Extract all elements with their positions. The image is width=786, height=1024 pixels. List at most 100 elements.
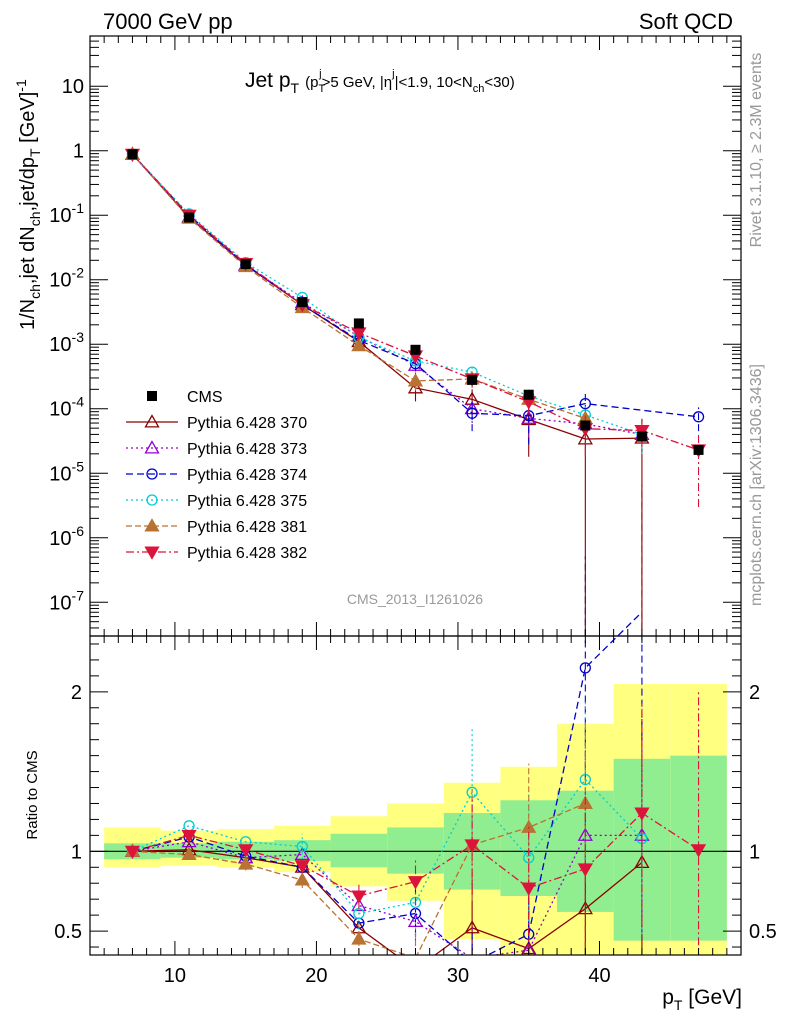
y-tick-label: 10-5 — [49, 458, 84, 485]
legend-marker — [147, 391, 157, 401]
legend-label: Pythia 6.428 373 — [187, 441, 307, 458]
header-right: Soft QCD — [639, 9, 733, 34]
main-y-axis-label: 1/Nch,jet dNch,jet/dpT [GeV]-1 — [13, 79, 43, 330]
y-tick-label: 1 — [71, 841, 82, 863]
y-tick-label-right: 0.5 — [749, 921, 777, 943]
x-tick-label: 40 — [588, 965, 610, 987]
y-tick-label: 1 — [73, 141, 84, 163]
legend-item-2: Pythia 6.428 373 — [126, 440, 307, 458]
y-tick-label: 0.5 — [54, 921, 82, 943]
legend-item-5: Pythia 6.428 381 — [126, 518, 307, 536]
ratio-point — [690, 844, 707, 858]
cms-data-point — [353, 318, 364, 329]
y-tick-label: 10-7 — [49, 587, 84, 614]
main-series-line — [131, 153, 586, 419]
ratio-point — [464, 839, 480, 853]
main-point — [407, 373, 424, 387]
legend-item-3: Pythia 6.428 374 — [126, 467, 307, 484]
cms-data-point — [580, 420, 591, 431]
legend-marker — [144, 518, 160, 532]
main-point — [692, 411, 705, 423]
ratio-point — [124, 845, 141, 860]
y-tick-label: 10-6 — [49, 523, 84, 550]
ratio-series-line — [132, 611, 643, 964]
legend-label: Pythia 6.428 381 — [187, 519, 307, 536]
main-series-line — [131, 153, 643, 436]
main-point — [351, 337, 367, 352]
cms-data-point — [410, 344, 421, 355]
ratio-point — [296, 840, 308, 853]
legend-label: CMS — [187, 389, 223, 406]
ratio-axes: 10 20 30 40 0.5 0.5 1 1 2 2 — [54, 636, 777, 987]
x-tick-label: 20 — [305, 965, 327, 987]
ratio-point — [634, 807, 650, 821]
y-tick-label: 10-4 — [49, 394, 84, 421]
ratio-point — [351, 897, 367, 912]
legend-marker — [146, 468, 158, 480]
cms-data-point — [184, 212, 195, 223]
x-tick-label: 30 — [447, 965, 469, 987]
ratio-point — [577, 863, 593, 877]
ratio-point — [183, 820, 195, 832]
x-axis-label: pT [GeV] — [662, 986, 742, 1013]
ratio-point — [294, 860, 310, 874]
main-series-line — [131, 153, 699, 418]
inner-band — [273, 840, 331, 861]
legend-marker — [144, 440, 160, 454]
ratio-series-line — [132, 834, 642, 959]
ratio-point — [181, 829, 197, 844]
legend-item-6: Pythia 6.428 382 — [126, 545, 307, 562]
legend-label: Pythia 6.428 374 — [187, 467, 307, 484]
ratio-point — [294, 846, 310, 861]
side-label-bottom-overlay: mcplots.cern.ch [arXiv:1306.3436] — [748, 364, 765, 606]
y-tick-label: 2 — [71, 682, 82, 704]
header-left: 7000 GeV pp — [103, 9, 233, 34]
ratio-series-line — [132, 778, 643, 915]
y-tick-label-right: 2 — [749, 682, 760, 704]
main-point — [579, 397, 591, 410]
ratio-point — [464, 920, 480, 934]
cms-data-point — [240, 259, 251, 270]
legend-label: Pythia 6.428 370 — [187, 415, 307, 432]
legend-item-0: CMS — [147, 389, 223, 406]
cms-data-point — [636, 431, 647, 442]
main-series-line — [131, 153, 699, 451]
legend-item-4: Pythia 6.428 375 — [126, 493, 307, 510]
ratio-point — [238, 856, 254, 870]
main-series-3 — [126, 148, 648, 454]
main-point — [407, 380, 424, 394]
y-tick-label: 10-2 — [49, 265, 84, 292]
ratio-point — [181, 846, 197, 861]
cms-data-group — [127, 149, 704, 455]
cms-data-point — [467, 374, 478, 385]
y-tick-label-right: 1 — [749, 841, 760, 863]
ratio-point — [238, 844, 254, 858]
main-series-1 — [124, 146, 650, 454]
ratio-point — [409, 896, 422, 909]
ratio-point — [294, 872, 310, 886]
cms-data-point — [693, 444, 704, 455]
cms-data-point — [523, 389, 534, 400]
analysis-id: CMS_2013_I1261026 — [347, 591, 483, 607]
main-point — [521, 410, 537, 424]
main-point — [634, 424, 650, 439]
ratio-point — [521, 882, 537, 896]
main-axes: 10-7 10-6 10-5 10-4 10-3 10-2 10-1 1 10 — [49, 35, 741, 637]
ratio-point — [351, 890, 367, 904]
cms-data-point — [297, 297, 308, 308]
y-tick-label: 10 — [62, 76, 84, 98]
y-tick-label: 10-3 — [49, 329, 84, 356]
main-point — [466, 407, 478, 419]
ratio-point — [351, 931, 367, 945]
side-label-top-overlay: Rivet 3.1.10, ≥ 2.3M events — [748, 53, 765, 248]
legend-marker — [146, 494, 158, 506]
chart-title: Jet pT (pTj>5 GeV, |ηj|<1.9, 10<Nch<30) — [245, 68, 515, 96]
x-tick-label: 10 — [164, 965, 186, 987]
legend: CMS Pythia 6.428 370 Pythia 6.428 373 Pythi… — [126, 389, 307, 562]
ratio-point — [579, 662, 591, 674]
ratio-series-line — [132, 812, 699, 897]
inner-band — [330, 833, 388, 868]
y-tick-label: 10-1 — [49, 200, 84, 227]
ratio-y-axis-label: Ratio to CMS — [24, 750, 41, 839]
